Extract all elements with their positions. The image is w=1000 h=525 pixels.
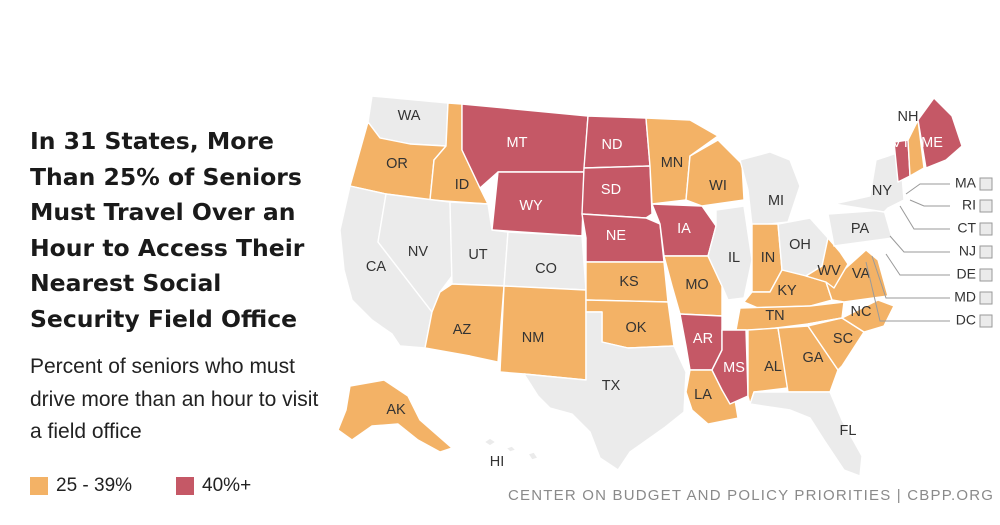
state-tx bbox=[523, 311, 687, 471]
state-label-ri: RI bbox=[962, 197, 976, 213]
leader-line-de bbox=[885, 253, 950, 276]
state-label-ok: OK bbox=[626, 320, 647, 336]
state-label-ar: AR bbox=[693, 331, 713, 347]
legend-swatch-mid bbox=[30, 477, 48, 495]
state-label-ga: GA bbox=[803, 350, 824, 366]
state-label-vt: VT bbox=[892, 135, 911, 151]
state-label-ks: KS bbox=[619, 274, 638, 290]
state-label-ut: UT bbox=[468, 247, 487, 263]
leader-line-md bbox=[871, 255, 950, 299]
state-sd bbox=[581, 165, 653, 219]
state-label-or: OR bbox=[386, 156, 408, 172]
state-label-sd: SD bbox=[601, 182, 621, 198]
state-label-co: CO bbox=[535, 261, 557, 277]
state-label-wi: WI bbox=[709, 178, 727, 194]
state-label-al: AL bbox=[764, 359, 782, 375]
state-label-hi: HI bbox=[490, 454, 505, 470]
state-nh bbox=[907, 119, 925, 177]
state-label-md: MD bbox=[954, 289, 976, 305]
state-label-la: LA bbox=[694, 387, 712, 403]
state-ak bbox=[337, 379, 453, 453]
state-label-ak: AK bbox=[386, 402, 406, 418]
state-box-ct bbox=[979, 222, 993, 236]
leader-line-dc bbox=[865, 261, 950, 322]
state-hi bbox=[483, 437, 539, 461]
state-il bbox=[707, 205, 753, 301]
state-label-nd: ND bbox=[602, 137, 623, 153]
state-label-dc: DC bbox=[956, 312, 976, 328]
state-nc bbox=[807, 299, 895, 333]
state-label-ne: NE bbox=[606, 228, 626, 244]
state-label-mt: MT bbox=[507, 135, 528, 151]
state-label-ny: NY bbox=[872, 183, 892, 199]
small-states-key: MA RI CT NJ DE MD DC bbox=[865, 175, 993, 328]
leader-line-ma bbox=[905, 183, 950, 195]
state-label-in: IN bbox=[761, 250, 776, 266]
state-label-ct: CT bbox=[957, 220, 976, 236]
state-label-pa: PA bbox=[851, 221, 870, 237]
state-label-mo: MO bbox=[685, 277, 708, 293]
state-label-oh: OH bbox=[789, 237, 811, 253]
state-label-ia: IA bbox=[677, 221, 691, 237]
chart-subtitle: Percent of seniors who must drive more t… bbox=[30, 355, 319, 443]
source-credit: CENTER ON BUDGET AND POLICY PRIORITIES |… bbox=[508, 487, 995, 504]
state-ga bbox=[777, 325, 839, 393]
legend-label-high: 40%+ bbox=[202, 475, 252, 496]
state-label-mn: MN bbox=[661, 155, 684, 171]
state-mi bbox=[739, 151, 801, 227]
state-label-az: AZ bbox=[453, 322, 472, 338]
state-me bbox=[917, 97, 963, 169]
legend-item-mid: 25 - 39% bbox=[30, 475, 132, 497]
state-label-tx: TX bbox=[602, 378, 621, 394]
state-label-ms: MS bbox=[723, 360, 745, 376]
state-fl bbox=[749, 391, 863, 477]
state-box-md bbox=[979, 291, 993, 305]
state-label-wa: WA bbox=[398, 108, 421, 124]
state-label-va: VA bbox=[852, 266, 871, 282]
leader-line-nj bbox=[889, 235, 950, 253]
state-label-ma: MA bbox=[955, 175, 977, 191]
leader-line-ri bbox=[909, 199, 950, 207]
state-label-id: ID bbox=[455, 177, 470, 193]
state-label-sc: SC bbox=[833, 331, 853, 347]
state-box-ma bbox=[979, 177, 993, 191]
state-label-nc: NC bbox=[851, 304, 872, 320]
state-box-nj bbox=[979, 245, 993, 259]
chart-title: In 31 States, More Than 25% of Seniors M… bbox=[30, 127, 305, 333]
state-wv bbox=[805, 237, 849, 289]
state-wi bbox=[685, 139, 745, 207]
state-label-de: DE bbox=[957, 266, 976, 282]
legend: 25 - 39% 40%+ bbox=[30, 474, 295, 498]
state-label-tn: TN bbox=[765, 308, 784, 324]
state-label-ca: CA bbox=[366, 259, 386, 275]
state-label-nj: NJ bbox=[959, 243, 976, 259]
legend-swatch-high bbox=[176, 477, 195, 495]
state-label-ky: KY bbox=[777, 283, 797, 299]
legend-item-high: 40%+ bbox=[176, 475, 251, 497]
state-label-nv: NV bbox=[408, 244, 428, 260]
state-label-me: ME bbox=[921, 135, 943, 151]
state-box-ri bbox=[979, 199, 993, 213]
leader-line-ct bbox=[899, 205, 950, 230]
state-label-mi: MI bbox=[768, 193, 784, 209]
state-box-de bbox=[979, 268, 993, 282]
state-label-wy: WY bbox=[519, 198, 543, 214]
state-box-dc bbox=[979, 314, 993, 328]
state-label-nm: NM bbox=[522, 330, 545, 346]
states-layer: WA OR CA ID NV MT WY UT AZ CO NM ND SD NE KS OK TX MN IA MO… bbox=[337, 95, 963, 477]
state-label-il: IL bbox=[728, 250, 740, 266]
state-label-nh: NH bbox=[898, 109, 919, 125]
state-ms bbox=[711, 329, 749, 405]
legend-label-mid: 25 - 39% bbox=[56, 475, 133, 496]
state-label-wv: WV bbox=[817, 263, 841, 279]
state-label-fl: FL bbox=[840, 423, 857, 439]
state-ny bbox=[833, 151, 905, 213]
